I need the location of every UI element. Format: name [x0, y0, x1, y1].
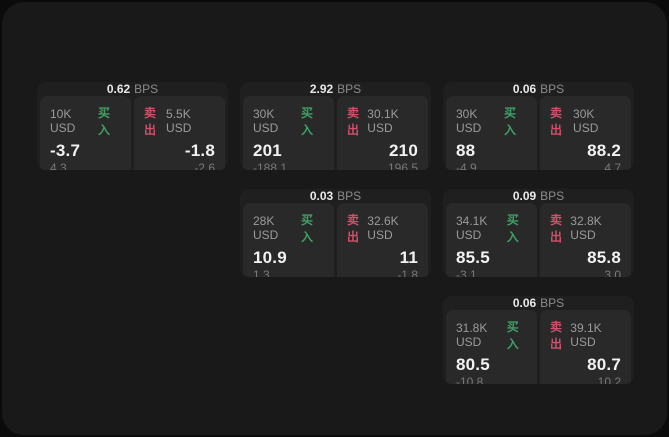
- sell-amount-label: 30K USD: [573, 107, 599, 135]
- sell-badge: 卖出: [347, 106, 360, 137]
- sell-amount-label: 30.1K USD: [367, 107, 399, 135]
- buy-delta-value: 4.3: [50, 161, 67, 170]
- buy-price-value: 10.9: [253, 248, 287, 267]
- sell-delta-value: 196.5: [387, 161, 418, 170]
- buy-amount-label: 28K USD: [253, 214, 279, 242]
- quote-card: 0.62 BPS 10K USD 买入 -3.7 4.3 卖出 5.5K USD: [37, 82, 228, 170]
- sell-delta-value: -2.6: [194, 161, 215, 170]
- sell-quote-panel[interactable]: 卖出 30K USD 88.2 4.7: [540, 96, 631, 170]
- quote-card: 0.09 BPS 34.1K USD 买入 85.5 -3.1 卖出 32.8K…: [443, 189, 634, 277]
- quote-card: 0.06 BPS 30K USD 买入 88 -4.9 卖出 30K USD: [443, 82, 634, 170]
- sell-badge: 卖出: [550, 106, 563, 137]
- buy-badge: 买入: [300, 213, 313, 244]
- sell-price-value: 11: [399, 248, 418, 267]
- bps-value: 0.09: [512, 189, 537, 203]
- sell-price-value: 80.7: [587, 355, 621, 374]
- sell-price-value: 85.8: [587, 248, 621, 267]
- buy-delta-value: -3.1: [456, 268, 477, 277]
- sell-delta-value: -1.8: [397, 268, 418, 277]
- buy-delta-value: 1.3: [253, 268, 270, 277]
- sell-quote-panel[interactable]: 卖出 32.6K USD 11 -1.8: [337, 203, 428, 277]
- sell-badge: 卖出: [550, 213, 563, 244]
- buy-badge: 买入: [300, 106, 313, 137]
- sell-quote-panel[interactable]: 卖出 5.5K USD -1.8 -2.6: [134, 96, 225, 170]
- buy-badge: 买入: [97, 106, 110, 137]
- bps-unit-label: BPS: [337, 189, 362, 203]
- buy-badge: 买入: [503, 106, 516, 137]
- buy-amount-label: 31.8K USD: [456, 321, 488, 349]
- bps-value: 0.06: [512, 296, 537, 310]
- buy-quote-panel[interactable]: 34.1K USD 买入 85.5 -3.1: [446, 203, 537, 277]
- quote-card: 2.92 BPS 30K USD 买入 201 -188.1 卖出 30.1K …: [240, 82, 431, 170]
- sell-price-value: 88.2: [587, 141, 621, 160]
- sell-quote-panel[interactable]: 卖出 30.1K USD 210 196.5: [337, 96, 428, 170]
- buy-price-value: 201: [253, 141, 282, 160]
- buy-quote-panel[interactable]: 10K USD 买入 -3.7 4.3: [40, 96, 131, 170]
- bps-unit-label: BPS: [540, 189, 565, 203]
- buy-quote-panel[interactable]: 28K USD 买入 10.9 1.3: [243, 203, 334, 277]
- buy-amount-label: 30K USD: [253, 107, 279, 135]
- buy-badge: 买入: [506, 213, 519, 244]
- bps-unit-label: BPS: [540, 82, 565, 96]
- bps-value: 0.06: [512, 82, 537, 96]
- bps-header: 0.06 BPS: [443, 82, 634, 96]
- buy-quote-panel[interactable]: 30K USD 买入 88 -4.9: [446, 96, 537, 170]
- bps-value: 2.92: [309, 82, 334, 96]
- buy-price-value: 85.5: [456, 248, 490, 267]
- quote-grid: 0.62 BPS 10K USD 买入 -3.7 4.3 卖出 5.5K USD: [2, 2, 667, 384]
- bps-value: 0.62: [106, 82, 131, 96]
- bps-header: 0.09 BPS: [443, 189, 634, 203]
- buy-quote-panel[interactable]: 31.8K USD 买入 80.5 -10.8: [446, 310, 537, 384]
- sell-price-value: 210: [389, 141, 418, 160]
- bps-header: 0.03 BPS: [240, 189, 431, 203]
- sell-delta-value: 3.0: [604, 268, 621, 277]
- buy-amount-label: 34.1K USD: [456, 214, 488, 242]
- buy-price-value: -3.7: [50, 141, 81, 160]
- bps-unit-label: BPS: [337, 82, 362, 96]
- bps-unit-label: BPS: [134, 82, 159, 96]
- sell-quote-panel[interactable]: 卖出 39.1K USD 80.7 10.2: [540, 310, 631, 384]
- sell-delta-value: 4.7: [604, 161, 621, 170]
- bps-value: 0.03: [309, 189, 334, 203]
- buy-delta-value: -10.8: [456, 375, 484, 384]
- sell-amount-label: 32.6K USD: [367, 214, 399, 242]
- buy-amount-label: 30K USD: [456, 107, 482, 135]
- buy-delta-value: -4.9: [456, 161, 477, 170]
- sell-amount-label: 39.1K USD: [570, 321, 602, 349]
- sell-delta-value: 10.2: [597, 375, 621, 384]
- buy-amount-label: 10K USD: [50, 107, 76, 135]
- sell-amount-label: 5.5K USD: [166, 107, 192, 135]
- buy-price-value: 88: [456, 141, 476, 160]
- buy-badge: 买入: [506, 320, 519, 351]
- quote-card: 0.03 BPS 28K USD 买入 10.9 1.3 卖出 32.6K US…: [240, 189, 431, 277]
- sell-amount-label: 32.8K USD: [570, 214, 602, 242]
- sell-badge: 卖出: [550, 320, 563, 351]
- buy-price-value: 80.5: [456, 355, 490, 374]
- sell-badge: 卖出: [144, 106, 157, 137]
- quote-card: 0.06 BPS 31.8K USD 买入 80.5 -10.8 卖出 39.1…: [443, 296, 634, 384]
- sell-quote-panel[interactable]: 卖出 32.8K USD 85.8 3.0: [540, 203, 631, 277]
- buy-quote-panel[interactable]: 30K USD 买入 201 -188.1: [243, 96, 334, 170]
- sell-badge: 卖出: [347, 213, 360, 244]
- buy-delta-value: -188.1: [253, 161, 288, 170]
- bps-header: 0.06 BPS: [443, 296, 634, 310]
- sell-price-value: -1.8: [184, 141, 215, 160]
- bps-header: 2.92 BPS: [240, 82, 431, 96]
- bps-unit-label: BPS: [540, 296, 565, 310]
- bps-header: 0.62 BPS: [37, 82, 228, 96]
